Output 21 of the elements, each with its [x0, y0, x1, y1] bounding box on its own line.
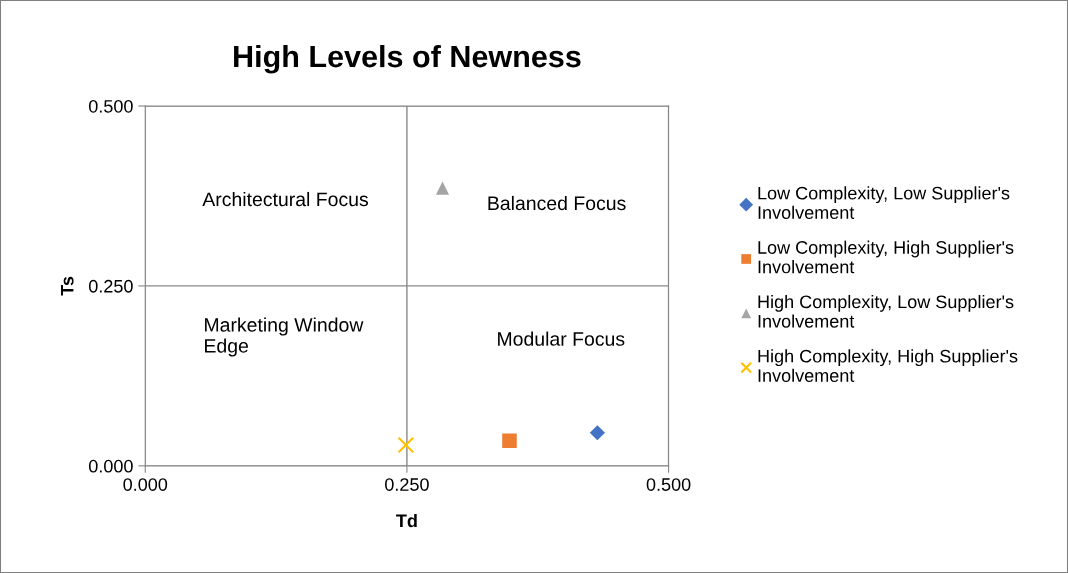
annotation: Modular Focus: [498, 331, 625, 346]
point: [502, 433, 517, 448]
annotation: Balanced Focus: [488, 195, 626, 211]
legend-label: High Complexity, Low Supplier's Involvement: [758, 294, 1014, 328]
annotation: Architectural Focus: [202, 191, 369, 207]
annotation: Marketing Window Edge: [205, 317, 364, 357]
point: [589, 425, 605, 441]
legend-label: Low Complexity, High Supplier's Involvement: [758, 240, 1014, 274]
point: [397, 436, 415, 454]
legend-label: High Complexity, High Supplier's Involvement: [758, 349, 1018, 382]
chart-title: High Levels of Newness: [234, 44, 581, 74]
legend-label: Low Complexity, Low Supplier's Involvement: [758, 186, 1010, 219]
y-tick-label: 0.250: [88, 279, 133, 293]
x-tick-label: 0.000: [123, 478, 168, 491]
point: [435, 181, 450, 195]
y-tick-label: 0.000: [88, 459, 133, 473]
y-axis-title: Ts: [60, 276, 74, 296]
x-tick-label: 0.500: [646, 478, 691, 491]
y-tick-label: 0.500: [88, 99, 133, 113]
x-axis-title: Td: [396, 513, 417, 528]
x-tick-label: 0.250: [385, 478, 429, 491]
